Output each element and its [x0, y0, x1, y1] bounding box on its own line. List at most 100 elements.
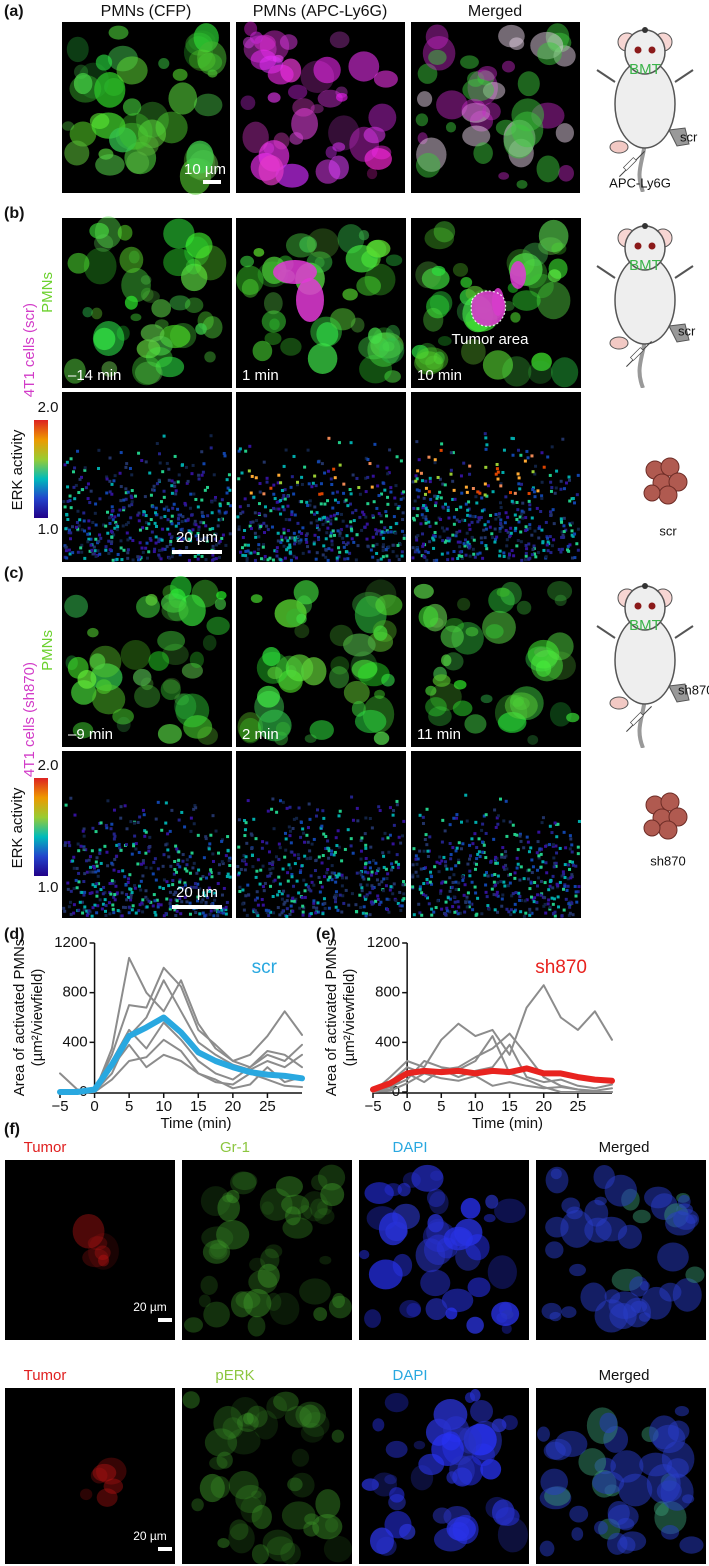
pixel: [217, 518, 221, 522]
pixel: [485, 547, 489, 551]
pixel: [217, 871, 221, 875]
cell: [247, 1315, 266, 1337]
pixel: [389, 885, 393, 889]
pixel: [553, 821, 557, 825]
pixel: [536, 876, 540, 880]
pixel: [399, 497, 403, 501]
pixel: [374, 532, 378, 536]
pixel: [132, 821, 136, 825]
pixel: [520, 482, 524, 486]
pixel: [326, 469, 330, 473]
pixel: [106, 510, 110, 514]
pixel: [212, 548, 216, 552]
pixel: [99, 821, 103, 825]
pixel: [126, 895, 130, 899]
cell: [202, 316, 223, 339]
pixel: [468, 527, 472, 531]
pixel: [216, 914, 220, 918]
pixel: [559, 487, 563, 491]
pixel: [106, 531, 110, 535]
pixel: [551, 843, 555, 847]
cell: [420, 1269, 451, 1297]
pixel: [448, 876, 452, 880]
pixel: [88, 870, 92, 874]
cell: [433, 351, 445, 365]
cell: [425, 355, 443, 370]
pixel: [334, 890, 338, 894]
pixel: [342, 545, 346, 549]
cell: [482, 102, 501, 121]
pixel: [358, 492, 362, 496]
cell: [539, 1540, 555, 1557]
pixel: [161, 864, 165, 868]
pixel: [107, 551, 111, 555]
pixel: [67, 905, 71, 909]
pixel: [106, 864, 110, 868]
pixel: [129, 898, 133, 902]
annotation: Tumor area: [452, 331, 530, 348]
pixel: [82, 880, 86, 884]
pixel: [322, 832, 326, 836]
pixel: [518, 894, 522, 898]
pixel: [370, 870, 374, 874]
pixel: [295, 816, 299, 820]
pixel: [357, 486, 361, 490]
cell: [206, 616, 230, 636]
pixel: [69, 457, 73, 461]
cell: [522, 242, 549, 267]
pixel: [513, 902, 517, 906]
cell: [299, 1278, 331, 1305]
pixel: [484, 465, 488, 469]
cell: [227, 1428, 261, 1455]
pixel: [498, 527, 502, 531]
cell: [540, 1468, 569, 1496]
pixel: [528, 913, 532, 917]
pixel: [176, 507, 180, 511]
pixel: [168, 907, 172, 911]
pixel: [467, 905, 471, 909]
pixel: [509, 908, 513, 912]
pixel: [113, 474, 117, 478]
pixel: [372, 500, 376, 504]
pixel: [385, 897, 389, 901]
pixel: [428, 480, 432, 484]
pixel: [256, 903, 260, 907]
pixel: [508, 881, 512, 885]
pixel: [245, 841, 249, 845]
mouse-diagram: [595, 581, 695, 748]
pixel: [493, 873, 497, 877]
pixel: [276, 531, 280, 535]
pixel: [339, 528, 343, 532]
pixel: [537, 536, 541, 540]
cell: [464, 714, 487, 734]
pixel: [329, 518, 333, 522]
pixel: [503, 855, 507, 859]
pixel: [546, 902, 550, 906]
pixel: [76, 449, 80, 453]
pixel: [345, 524, 349, 528]
pixel: [130, 503, 134, 507]
pixel: [532, 490, 536, 494]
pixel: [414, 474, 418, 478]
pixel: [470, 880, 474, 884]
pixel: [412, 506, 416, 510]
pixel: [77, 849, 81, 853]
pixel: [439, 448, 443, 452]
pixel: [394, 502, 398, 506]
pixel: [444, 502, 448, 506]
cell: [222, 1192, 234, 1203]
pixel: [324, 834, 328, 838]
pixel: [383, 526, 387, 530]
pixel: [151, 488, 155, 492]
pixel: [451, 533, 455, 537]
pixel: [366, 475, 370, 479]
pixel: [370, 884, 374, 888]
pixel: [245, 556, 249, 560]
pixel: [456, 540, 460, 544]
pixel: [271, 558, 275, 562]
pixel: [413, 499, 417, 503]
pixel: [77, 524, 81, 528]
pixel: [388, 833, 392, 837]
pixel: [152, 484, 156, 488]
tumor-cell: [273, 260, 317, 284]
